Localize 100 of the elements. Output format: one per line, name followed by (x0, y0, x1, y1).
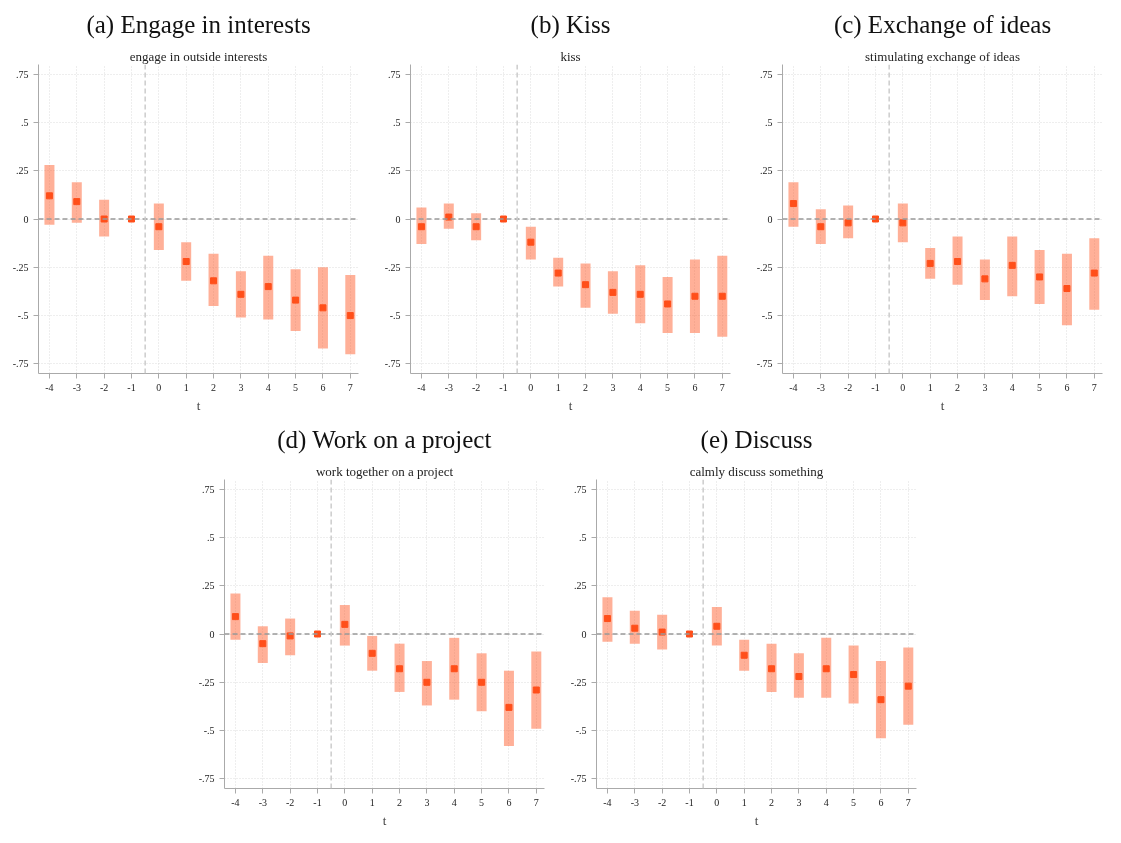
y-tick-label: .25 (574, 580, 587, 592)
y-tick-label: -.75 (12, 358, 29, 370)
x-tick-label: -2 (843, 381, 853, 393)
x-tick-label: 7 (533, 796, 539, 808)
x-tick-label: -1 (127, 381, 136, 393)
x-tick-label: -3 (258, 796, 267, 808)
x-tick-label: 7 (1091, 381, 1097, 393)
y-tick-label: .5 (21, 116, 29, 128)
x-tick-label: 0 (528, 381, 534, 393)
y-tick-label: -.5 (761, 310, 773, 322)
x-tick-label: 1 (183, 381, 189, 393)
y-tick-label: -.25 (756, 261, 773, 273)
x-tick-label: -1 (685, 796, 694, 808)
y-tick-label: -.75 (756, 358, 773, 370)
y-tick-label: -.75 (198, 773, 215, 785)
chart-title: (c) Exchange of ideas (833, 10, 1052, 39)
chart-title: (d) Work on a project (277, 425, 492, 454)
y-tick-label: -.25 (198, 676, 215, 688)
x-tick-label: 3 (796, 796, 802, 808)
x-tick-label: -1 (871, 381, 880, 393)
y-tick-label: -.25 (570, 676, 587, 688)
x-tick-label: 6 (692, 381, 698, 393)
x-axis-title: t (754, 812, 759, 828)
x-tick-label: 6 (1064, 381, 1070, 393)
x-tick-label: 3 (982, 381, 988, 393)
y-tick-label: -.25 (384, 261, 401, 273)
x-tick-label: 2 (769, 796, 775, 808)
y-tick-label: .5 (393, 116, 401, 128)
y-tick-label: .75 (574, 483, 587, 495)
x-tick-label: -3 (816, 381, 825, 393)
y-tick-label: .75 (202, 483, 215, 495)
x-tick-label: 3 (238, 381, 244, 393)
x-tick-label: -2 (99, 381, 109, 393)
y-tick-label: 0 (209, 628, 215, 640)
y-tick-label: 0 (767, 213, 773, 225)
y-tick-label: -.75 (384, 358, 401, 370)
x-tick-label: 5 (665, 381, 671, 393)
x-tick-label: 0 (714, 796, 720, 808)
y-tick-label: .5 (579, 531, 587, 543)
x-tick-label: 2 (211, 381, 217, 393)
x-axis-title: t (940, 397, 945, 413)
x-tick-label: 1 (741, 796, 747, 808)
chart-subtitle: calmly discuss something (689, 463, 824, 479)
x-tick-label: 5 (1037, 381, 1043, 393)
chart-title: (b) Kiss (530, 10, 611, 39)
x-tick-label: -2 (471, 381, 481, 393)
x-tick-label: 3 (610, 381, 616, 393)
y-tick-label: -.5 (389, 310, 401, 322)
x-tick-label: -4 (417, 381, 426, 393)
x-tick-label: 0 (342, 796, 348, 808)
x-tick-label: -4 (231, 796, 240, 808)
x-tick-label: 1 (369, 796, 375, 808)
x-tick-label: -2 (657, 796, 667, 808)
y-tick-label: .25 (16, 165, 29, 177)
x-tick-label: 4 (823, 796, 829, 808)
x-tick-label: 7 (905, 796, 911, 808)
x-tick-label: 4 (1009, 381, 1015, 393)
chart-title: (a) Engage in interests (86, 10, 311, 39)
y-tick-label: .25 (202, 580, 215, 592)
x-tick-label: 6 (878, 796, 884, 808)
x-axis-title: t (382, 812, 387, 828)
x-tick-label: -2 (285, 796, 295, 808)
x-tick-label: 2 (583, 381, 589, 393)
y-tick-label: .5 (765, 116, 773, 128)
chart-subtitle: stimulating exchange of ideas (865, 48, 1020, 64)
y-tick-label: 0 (23, 213, 29, 225)
x-tick-label: 5 (479, 796, 485, 808)
x-tick-label: -4 (603, 796, 612, 808)
chart-subtitle: work together on a project (315, 463, 454, 479)
y-tick-label: -.5 (17, 310, 29, 322)
x-axis-title: t (568, 397, 573, 413)
x-tick-label: 4 (451, 796, 457, 808)
x-tick-label: -4 (789, 381, 798, 393)
x-tick-label: -3 (72, 381, 81, 393)
x-tick-label: -1 (499, 381, 508, 393)
y-tick-label: .75 (16, 68, 29, 80)
x-tick-label: 1 (555, 381, 561, 393)
y-tick-label: -.25 (12, 261, 29, 273)
x-tick-label: 6 (506, 796, 512, 808)
y-tick-label: .75 (388, 68, 401, 80)
x-tick-label: 7 (719, 381, 725, 393)
x-tick-label: 6 (320, 381, 326, 393)
chart-subtitle: engage in outside interests (129, 48, 268, 64)
x-tick-label: 1 (927, 381, 933, 393)
x-tick-label: 0 (156, 381, 162, 393)
y-tick-label: .25 (760, 165, 773, 177)
x-tick-label: 5 (293, 381, 299, 393)
y-tick-label: .5 (207, 531, 215, 543)
x-tick-label: 3 (424, 796, 430, 808)
y-tick-label: -.5 (575, 725, 587, 737)
y-tick-label: -.75 (570, 773, 587, 785)
y-tick-label: 0 (581, 628, 587, 640)
x-tick-label: 2 (397, 796, 403, 808)
chart-subtitle: kiss (560, 48, 581, 64)
y-tick-label: .25 (388, 165, 401, 177)
x-tick-label: -3 (444, 381, 453, 393)
x-axis-title: t (196, 397, 201, 413)
x-tick-label: -3 (630, 796, 639, 808)
x-tick-label: 7 (347, 381, 353, 393)
x-tick-label: -1 (313, 796, 322, 808)
